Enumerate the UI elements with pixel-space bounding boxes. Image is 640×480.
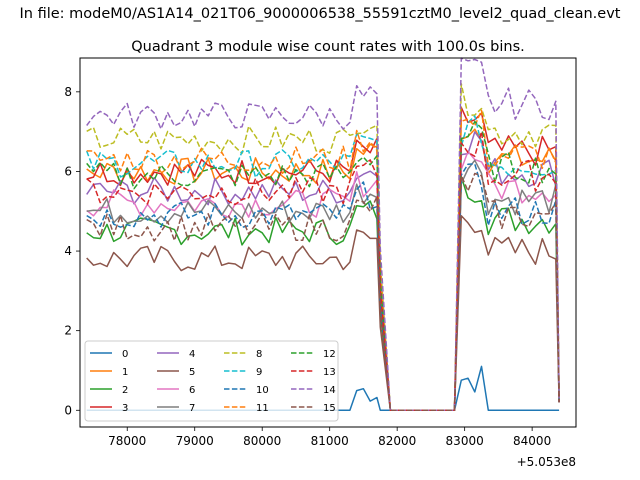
legend-label-7: 7 [189, 403, 195, 414]
series-line-6 [86, 150, 560, 412]
legend-label-13: 13 [323, 367, 336, 378]
legend-label-4: 4 [189, 349, 195, 360]
legend-label-8: 8 [256, 349, 262, 360]
legend-label-3: 3 [122, 403, 128, 414]
x-tick-label: 82000 [378, 434, 416, 448]
y-tick-label: 0 [64, 403, 72, 417]
y-tick-label: 6 [64, 164, 72, 178]
x-tick-label: 79000 [176, 434, 214, 448]
axes-frame [79, 57, 577, 428]
legend-label-12: 12 [323, 349, 336, 360]
series-line-11 [86, 109, 560, 412]
legend-label-11: 11 [256, 403, 269, 414]
series-line-8 [86, 83, 560, 412]
chart-title: Quadrant 3 module wise count rates with … [131, 39, 525, 55]
x-tick-label: 84000 [513, 434, 551, 448]
legend-label-10: 10 [256, 385, 269, 396]
legend-label-0: 0 [122, 349, 128, 360]
legend-label-14: 14 [323, 385, 336, 396]
legend-label-9: 9 [256, 367, 262, 378]
figure-suptitle: In file: modeM0/AS1A14_021T06_9000006538… [0, 6, 640, 22]
series-line-12 [86, 120, 560, 412]
y-tick-label: 4 [64, 244, 72, 258]
series-line-7 [86, 159, 560, 412]
y-tick-label: 8 [64, 85, 72, 99]
axis-ticks: 78000 79000 80000 81000 82000 83000 84000 0 2 4 6 8 [64, 85, 551, 448]
series-line-9 [85, 115, 560, 412]
x-offset-label: +5.053e8 [517, 455, 576, 469]
x-tick-label: 83000 [446, 434, 484, 448]
series-line-15 [86, 172, 560, 412]
x-tick-label: 78000 [108, 434, 146, 448]
legend-label-1: 1 [122, 367, 128, 378]
series-line-5 [86, 214, 560, 412]
legend-label-2: 2 [122, 385, 128, 396]
legend-label-15: 15 [323, 403, 336, 414]
series-line-13 [86, 130, 560, 412]
plot-area [85, 57, 560, 412]
x-tick-label: 81000 [311, 434, 349, 448]
legend-label-6: 6 [189, 385, 195, 396]
suptitle-text: In file: modeM0/AS1A14_021T06_9000006538… [19, 6, 621, 22]
legend-box [84, 340, 339, 422]
series-line-14 [86, 57, 560, 412]
y-tick-label: 2 [64, 324, 72, 338]
legend-label-5: 5 [189, 367, 195, 378]
series-line-10 [86, 163, 560, 412]
x-tick-label: 80000 [243, 434, 281, 448]
